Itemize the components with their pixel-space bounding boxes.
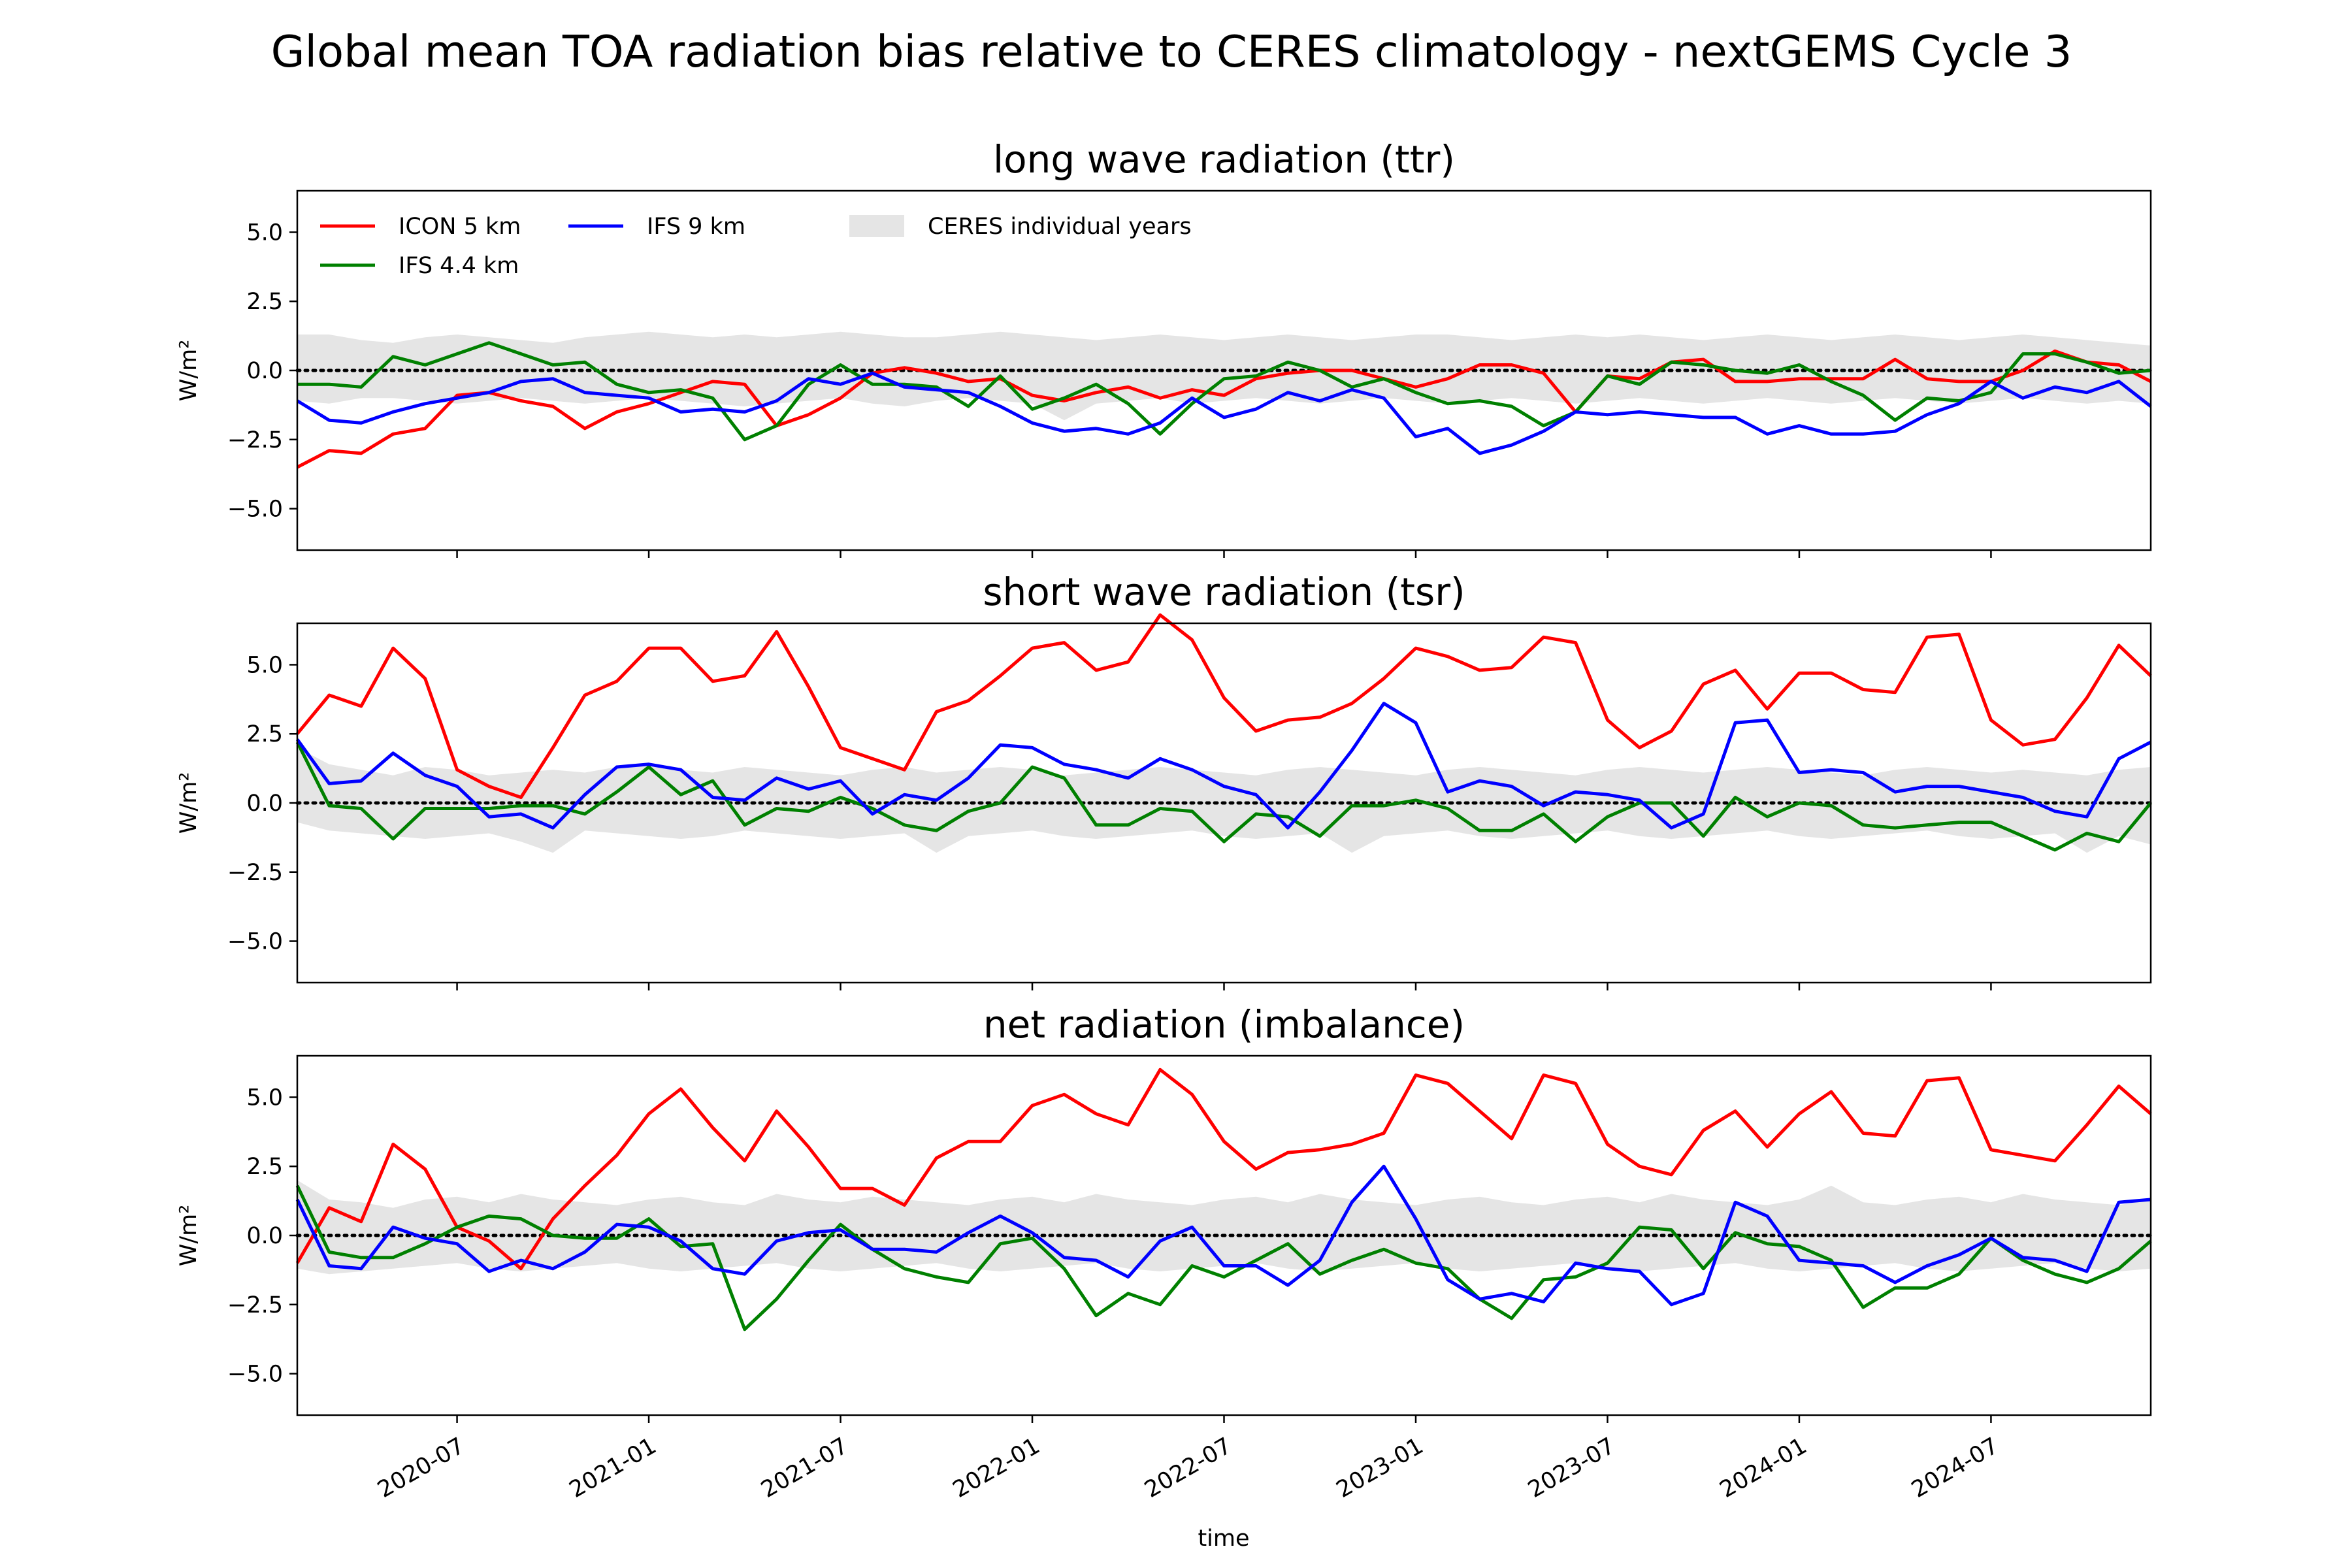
- legend-label: IFS 4.4 km: [399, 253, 519, 279]
- legend-label: IFS 9 km: [647, 214, 745, 240]
- y-tick-label: 2.5: [246, 289, 283, 315]
- legend: ICON 5 km IFS 4.4 km IFS 9 km CERES individ…: [320, 214, 1192, 279]
- y-tick-label: −2.5: [227, 860, 283, 886]
- y-tick-label: 2.5: [246, 721, 283, 747]
- panel-title: short wave radiation (tsr): [983, 570, 1465, 614]
- panel-shortwave: 5.0 2.5 0.0 −2.5 −5.0 short wave radiation (t…: [176, 570, 2153, 990]
- y-tick-label: 5.0: [246, 220, 283, 246]
- legend-label: ICON 5 km: [399, 214, 521, 240]
- series-line-ifs-9-km: [296, 371, 2152, 455]
- legend-label: CERES individual years: [928, 214, 1192, 240]
- series-line-icon-5-km: [296, 613, 2152, 799]
- series-line-ifs-9-km: [295, 702, 2152, 830]
- panel-title: net radiation (imbalance): [983, 1002, 1465, 1047]
- y-tick-label: 0.0: [246, 358, 283, 384]
- panel-title: long wave radiation (ttr): [993, 137, 1455, 182]
- legend-swatch-ceres: [849, 215, 904, 237]
- ceres-band: [297, 747, 2151, 853]
- x-axis-label: time: [1198, 1526, 1249, 1552]
- ceres-band: [297, 331, 2151, 421]
- series-line-ifs-9-km: [295, 1164, 2151, 1307]
- y-axis-label: W/m²: [176, 772, 202, 834]
- series-line-icon-5-km: [296, 349, 2152, 469]
- y-axis-label: W/m²: [176, 1205, 202, 1267]
- panel-net: 5.0 2.5 0.0 −2.5 −5.0 net radiation (imbalanc…: [176, 1002, 2153, 1423]
- y-tick-label: 0.0: [246, 791, 283, 817]
- y-tick-label: 2.5: [246, 1154, 283, 1180]
- panel-longwave: 5.0 2.5 0.0 −2.5 −5.0 long wave radiation (tt…: [176, 137, 2153, 558]
- y-tick-label: 5.0: [246, 1085, 283, 1111]
- series-line-ifs-4-4-km: [295, 1184, 2152, 1331]
- figure-title: Global mean TOA radiation bias relative …: [271, 26, 2072, 77]
- series-line-icon-5-km: [295, 1068, 2152, 1271]
- y-tick-label: −5.0: [227, 929, 283, 955]
- y-tick-label: 5.0: [246, 652, 283, 678]
- y-tick-label: 0.0: [246, 1223, 283, 1249]
- y-tick-label: −2.5: [227, 1292, 283, 1318]
- y-tick-label: −5.0: [227, 497, 283, 523]
- y-axis-label: W/m²: [176, 340, 202, 402]
- series-line-ifs-4-4-km: [295, 741, 2152, 852]
- y-tick-label: −2.5: [227, 427, 283, 453]
- y-tick-label: −5.0: [227, 1362, 283, 1388]
- series-line-ifs-4-4-km: [297, 341, 2151, 442]
